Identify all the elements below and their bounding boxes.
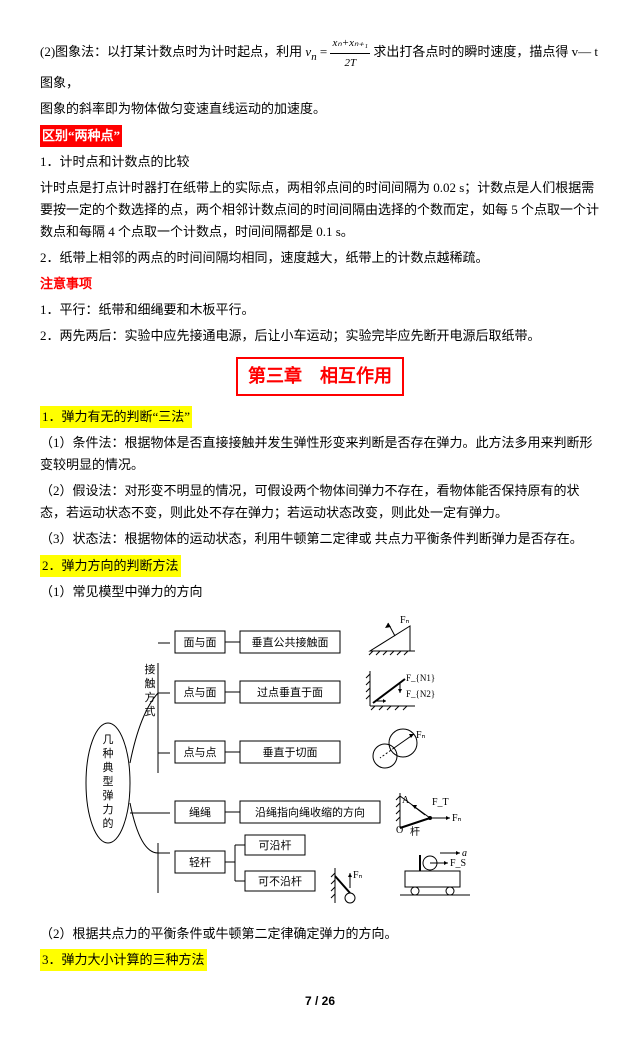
- d2: 沿绳指向绳收缩的方向: [255, 805, 365, 819]
- intro-line2: 图象的斜率即为物体做匀变速直线运动的加速度。: [40, 98, 600, 120]
- sec5-heading-wrap: 3．弹力大小计算的三种方法: [40, 949, 600, 971]
- fn2: F_{N2}: [406, 689, 435, 699]
- root-t5: 弹: [103, 788, 114, 802]
- col0-1: 接: [145, 663, 156, 676]
- rod-d: 杆: [410, 826, 420, 838]
- c2: 垂直于切面: [263, 745, 318, 759]
- sec2-heading-wrap: 注意事项: [40, 273, 600, 295]
- fn-a: Fₙ: [400, 615, 410, 626]
- fn1: F_{N1}: [406, 673, 435, 683]
- O-label: O: [396, 825, 403, 836]
- row-e: 轻杆 可沿杆 可不沿杆 Fₙ F_S a: [175, 835, 470, 903]
- sec4-p1: （1）常见模型中弹力的方向: [40, 581, 600, 603]
- root-t3: 典: [103, 760, 114, 774]
- sec3-p1: （1）条件法：根据物体是否直接接触并发生弹性形变来判断是否存在弹力。此方法多用来…: [40, 432, 600, 476]
- formula-frac: xₙ+xₙ₊₁ 2T: [330, 34, 370, 72]
- A-label: A: [402, 795, 410, 806]
- formula-num: xₙ+xₙ₊₁: [330, 34, 370, 54]
- b2: 过点垂直于面: [257, 685, 323, 699]
- page-number: 7 / 26: [40, 991, 600, 1011]
- sec1-heading: 区别“两种点”: [40, 125, 122, 147]
- sec3-heading: 1．弹力有无的判断“三法”: [40, 406, 192, 428]
- row-c: 点与点 垂直于切面 Fₙ: [175, 729, 426, 768]
- sec2-p2: 2．两先两后：实验中应先接通电源，后让小车运动；实验完毕应先断开电源后取纸带。: [40, 325, 600, 347]
- sec4-heading-wrap: 2．弹力方向的判断方法: [40, 555, 600, 577]
- formula-den: 2T: [330, 54, 370, 73]
- root-t6: 力: [103, 803, 114, 816]
- chapter-wrap: 第三章 相互作用: [40, 351, 600, 402]
- a1: 面与面: [184, 636, 217, 649]
- sec1-p3: 2．纸带上相邻的两点的时间间隔均相同，速度越大，纸带上的计数点越稀疏。: [40, 247, 600, 269]
- root-t4: 型: [103, 774, 114, 788]
- d1: 绳绳: [189, 805, 211, 819]
- ft: F_T: [432, 797, 449, 808]
- formula-sub: n: [311, 51, 316, 63]
- col0-3: 方: [145, 690, 156, 704]
- root-t2: 种: [103, 746, 114, 760]
- a-lbl: a: [462, 848, 467, 859]
- chapter-title: 第三章 相互作用: [236, 357, 404, 396]
- sec3-p2: （2）假设法：对形变不明显的情况，可假设两个物体间弹力不存在，看物体能否保持原有…: [40, 480, 600, 524]
- sec1-p1: 1．计时点和计数点的比较: [40, 151, 600, 173]
- c1: 点与点: [184, 746, 217, 759]
- row-b: 点与面 过点垂直于面 F_{N1} F_{N2}: [175, 671, 435, 710]
- row-d: 绳绳 沿绳指向绳收缩的方向 A F_T Fₙ 杆 O: [175, 793, 462, 838]
- e1: 轻杆: [189, 855, 211, 869]
- intro-line1: (2)图象法：以打某计数点时为计时起点，利用 vn = xₙ+xₙ₊₁ 2T 求…: [40, 34, 600, 94]
- formula-eq: =: [320, 44, 327, 59]
- col0-2: 触: [145, 676, 156, 690]
- e2b: 可不沿杆: [258, 874, 302, 888]
- fs: F_S: [450, 858, 466, 869]
- row-a: 面与面 垂直公共接触面 Fₙ: [175, 615, 415, 655]
- b1: 点与面: [184, 686, 217, 699]
- sec4-heading: 2．弹力方向的判断方法: [40, 555, 181, 577]
- fn-e: Fₙ: [353, 870, 363, 881]
- sec1-p2: 计时点是打点计时器打在纸带上的实际点，两相邻点间的时间间隔为 0.02 s；计数…: [40, 177, 600, 243]
- sec1-heading-wrap: 区别“两种点”: [40, 125, 600, 147]
- fn-c: Fₙ: [416, 730, 426, 741]
- elastic-force-diagram: 几 种 典 型 弹 力 的 接 触 方 式 面与面 垂直公共接触面 Fₙ 点与面: [80, 613, 560, 913]
- root-t7: 的: [103, 816, 114, 830]
- e2a: 可沿杆: [259, 838, 292, 852]
- sec3-heading-wrap: 1．弹力有无的判断“三法”: [40, 406, 600, 428]
- sec2-p1: 1．平行：纸带和细绳要和木板平行。: [40, 299, 600, 321]
- root-t1: 几: [103, 734, 114, 746]
- intro-line1a: (2)图象法：以打某计数点时为计时起点，利用: [40, 44, 305, 59]
- sec2-heading: 注意事项: [40, 276, 92, 291]
- a2: 垂直公共接触面: [252, 635, 329, 649]
- sec4-p2: （2）根据共点力的平衡条件或牛顿第二定律确定弹力的方向。: [40, 923, 600, 945]
- fn-d: Fₙ: [452, 813, 462, 824]
- sec3-p3: （3）状态法：根据物体的运动状态，利用牛顿第二定律或 共点力平衡条件判断弹力是否…: [40, 528, 600, 550]
- sec5-heading: 3．弹力大小计算的三种方法: [40, 949, 207, 971]
